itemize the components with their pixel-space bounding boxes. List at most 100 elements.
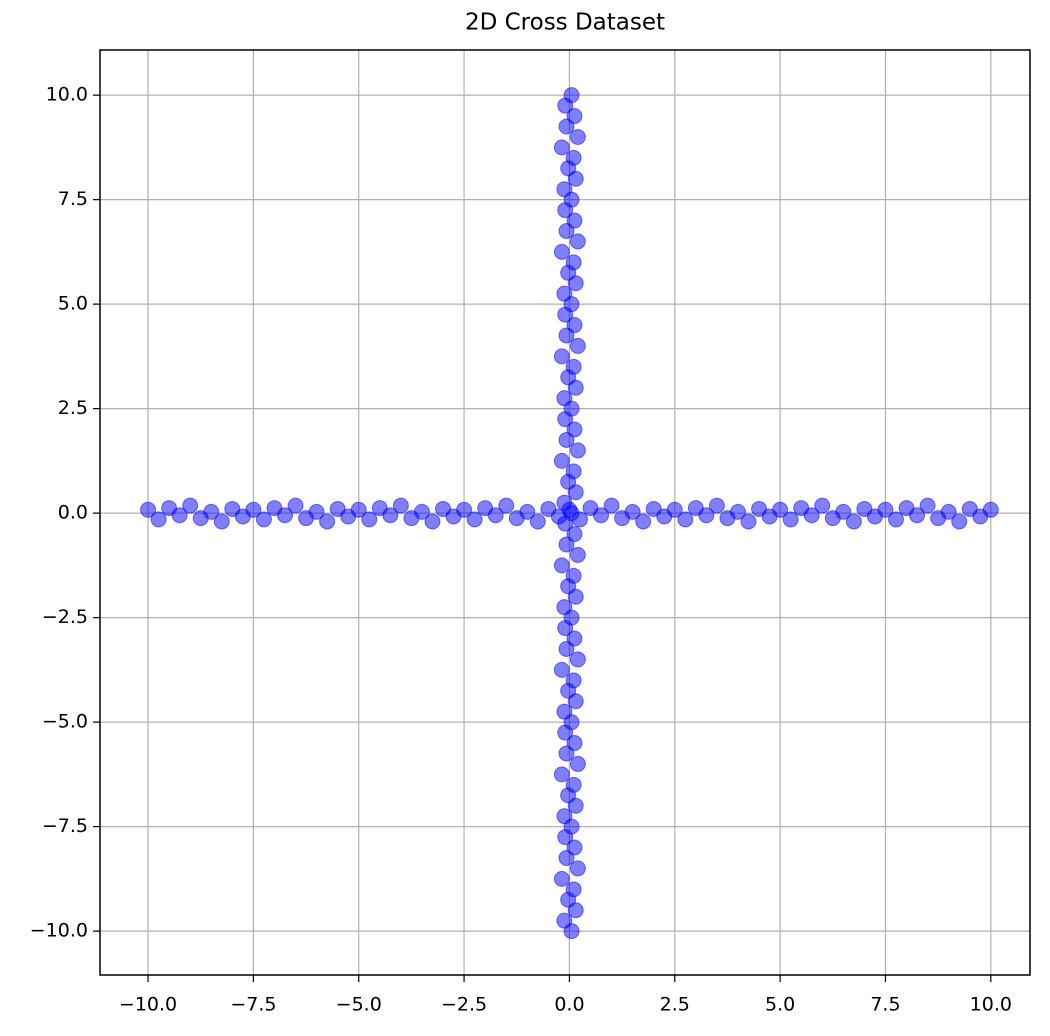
scatter-point xyxy=(569,755,586,772)
y-tick-label: −2.5 xyxy=(42,606,88,628)
scatter-point xyxy=(565,672,582,689)
y-tick-label: 10.0 xyxy=(46,84,88,106)
scatter-point xyxy=(556,912,573,929)
scatter-point xyxy=(593,507,610,524)
scatter-point xyxy=(569,860,586,877)
scatter-point xyxy=(666,501,683,518)
scatter-point xyxy=(565,149,582,166)
scatter-point xyxy=(835,503,852,520)
x-tick-label: 10.0 xyxy=(970,994,1012,1016)
scatter-point xyxy=(255,511,272,528)
scatter-point xyxy=(553,243,570,260)
scatter-point xyxy=(803,507,820,524)
scatter-point xyxy=(565,567,582,584)
scatter-point xyxy=(553,557,570,574)
x-tick-label: 0.0 xyxy=(554,994,584,1016)
scatter-point xyxy=(565,254,582,271)
y-tick-label: 7.5 xyxy=(58,188,88,210)
scatter-point xyxy=(845,513,862,530)
scatter-point xyxy=(556,390,573,407)
scatter-point xyxy=(951,513,968,530)
scatter-point xyxy=(569,546,586,563)
scatter-point xyxy=(565,463,582,480)
scatter-point xyxy=(565,358,582,375)
scatter-point xyxy=(566,317,583,334)
x-tick-label: −5.0 xyxy=(336,994,382,1016)
y-tick-label: −10.0 xyxy=(30,920,88,942)
scatter-point xyxy=(392,497,409,514)
scatter-point xyxy=(772,501,789,518)
scatter-point xyxy=(565,776,582,793)
scatter-point xyxy=(566,421,583,438)
scatter-point xyxy=(245,501,262,518)
x-tick-label: 7.5 xyxy=(870,994,900,1016)
scatter-point xyxy=(361,511,378,528)
scatter-point xyxy=(566,212,583,229)
scatter-point xyxy=(456,501,473,518)
y-tick-label: 2.5 xyxy=(58,397,88,419)
scatter-point xyxy=(569,442,586,459)
scatter-point xyxy=(171,507,188,524)
scatter-point xyxy=(624,503,641,520)
scatter-point xyxy=(382,507,399,524)
scatter-point xyxy=(466,511,483,528)
scatter-point xyxy=(556,703,573,720)
scatter-point xyxy=(563,87,580,104)
scatter-point xyxy=(553,870,570,887)
chart-title: 2D Cross Dataset xyxy=(465,10,665,36)
scatter-point xyxy=(529,513,546,530)
scatter-point xyxy=(566,839,583,856)
scatter-point xyxy=(553,661,570,678)
scatter-point xyxy=(556,494,573,511)
scatter-point xyxy=(498,497,515,514)
scatter-point xyxy=(287,497,304,514)
y-tick-label: 5.0 xyxy=(58,293,88,315)
scatter-point xyxy=(635,513,652,530)
scatter-point xyxy=(487,507,504,524)
scatter-point xyxy=(919,497,936,514)
x-tick-label: 2.5 xyxy=(660,994,690,1016)
scatter-point xyxy=(350,501,367,518)
scatter-point xyxy=(708,497,725,514)
scatter-point xyxy=(553,452,570,469)
scatter-point xyxy=(877,501,894,518)
x-tick-label: −2.5 xyxy=(441,994,487,1016)
scatter-point xyxy=(150,511,167,528)
scatter-point xyxy=(182,497,199,514)
scatter-point xyxy=(276,507,293,524)
scatter-point xyxy=(566,735,583,752)
scatter-point xyxy=(940,503,957,520)
scatter-point xyxy=(553,139,570,156)
scatter-point xyxy=(569,233,586,250)
scatter-point xyxy=(413,503,430,520)
scatter-point xyxy=(566,108,583,125)
x-tick-label: −10.0 xyxy=(119,994,177,1016)
scatter-point xyxy=(569,337,586,354)
scatter-point xyxy=(556,808,573,825)
x-tick-label: −7.5 xyxy=(230,994,276,1016)
scatter-point xyxy=(569,651,586,668)
plot-frame xyxy=(99,49,1031,976)
scatter-point xyxy=(698,507,715,524)
scatter-point xyxy=(213,513,230,530)
scatter-point xyxy=(729,503,746,520)
scatter-point xyxy=(909,507,926,524)
scatter-point xyxy=(203,503,220,520)
y-tick-label: 0.0 xyxy=(58,502,88,524)
scatter-point xyxy=(556,599,573,616)
scatter-point xyxy=(603,497,620,514)
scatter-point xyxy=(740,513,757,530)
scatter-point xyxy=(553,766,570,783)
scatter-point xyxy=(566,526,583,543)
scatter-point xyxy=(565,881,582,898)
scatter-point xyxy=(553,348,570,365)
scatter-point xyxy=(424,513,441,530)
scatter-point xyxy=(782,511,799,528)
scatter-point xyxy=(814,497,831,514)
x-tick-label: 5.0 xyxy=(765,994,795,1016)
y-tick-label: −7.5 xyxy=(42,815,88,837)
scatter-point xyxy=(566,630,583,647)
scatter-point xyxy=(887,511,904,528)
scatter-point xyxy=(556,285,573,302)
